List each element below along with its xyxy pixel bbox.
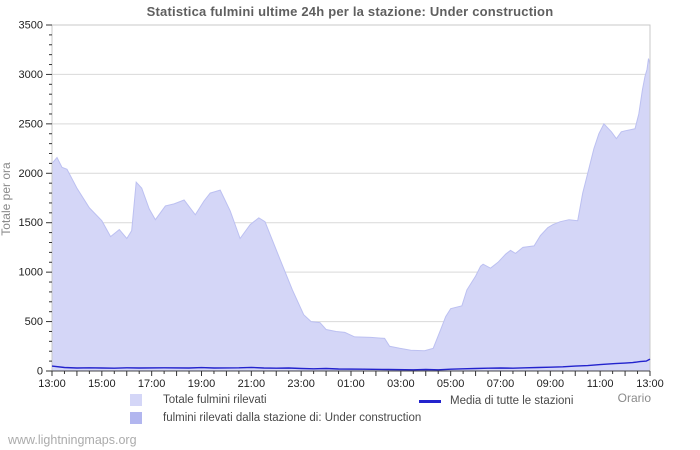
x-axis: 13:00 15:00 17:00 19:00 21:00 23:00 01:00 03:00… — [38, 370, 664, 390]
svg-text:2500: 2500 — [19, 118, 43, 130]
svg-text:07:00: 07:00 — [487, 378, 515, 390]
svg-text:09:00: 09:00 — [537, 378, 565, 390]
chart-title: Statistica fulmini ultime 24h per la sta… — [146, 4, 554, 19]
legend-swatch-total — [130, 394, 142, 406]
svg-text:15:00: 15:00 — [88, 378, 116, 390]
legend-label-total: Totale fulmini rilevati — [163, 394, 267, 406]
media-line-series — [51, 358, 651, 371]
svg-text:1000: 1000 — [19, 267, 43, 279]
svg-text:0: 0 — [37, 366, 43, 378]
svg-text:01:00: 01:00 — [337, 378, 365, 390]
svg-text:1500: 1500 — [19, 217, 43, 229]
svg-text:13:00: 13:00 — [38, 378, 66, 390]
svg-text:23:00: 23:00 — [287, 378, 315, 390]
svg-text:3000: 3000 — [19, 69, 43, 81]
svg-text:500: 500 — [25, 316, 43, 328]
svg-text:19:00: 19:00 — [188, 378, 216, 390]
svg-text:3500: 3500 — [19, 20, 43, 32]
svg-text:11:00: 11:00 — [587, 378, 614, 390]
svg-text:03:00: 03:00 — [387, 378, 415, 390]
series — [51, 58, 651, 372]
svg-text:21:00: 21:00 — [238, 378, 266, 390]
legend-label-media: Media di tutte le stazioni — [450, 395, 574, 407]
svg-text:13:00: 13:00 — [636, 378, 664, 390]
watermark-link[interactable]: www.lightningmaps.org — [8, 433, 137, 447]
legend-swatch-media-line — [419, 400, 441, 403]
legend-swatch-station — [130, 412, 142, 424]
svg-text:2000: 2000 — [19, 168, 43, 180]
y-axis: 0 500 1000 1500 2000 2500 3000 3500 — [19, 20, 52, 378]
totale-area-series — [51, 58, 651, 372]
svg-text:05:00: 05:00 — [437, 378, 465, 390]
svg-text:17:00: 17:00 — [138, 378, 166, 390]
x-axis-title: Orario — [617, 391, 651, 405]
legend-label-station: fulmini rilevati dalla stazione di: Unde… — [163, 412, 422, 424]
